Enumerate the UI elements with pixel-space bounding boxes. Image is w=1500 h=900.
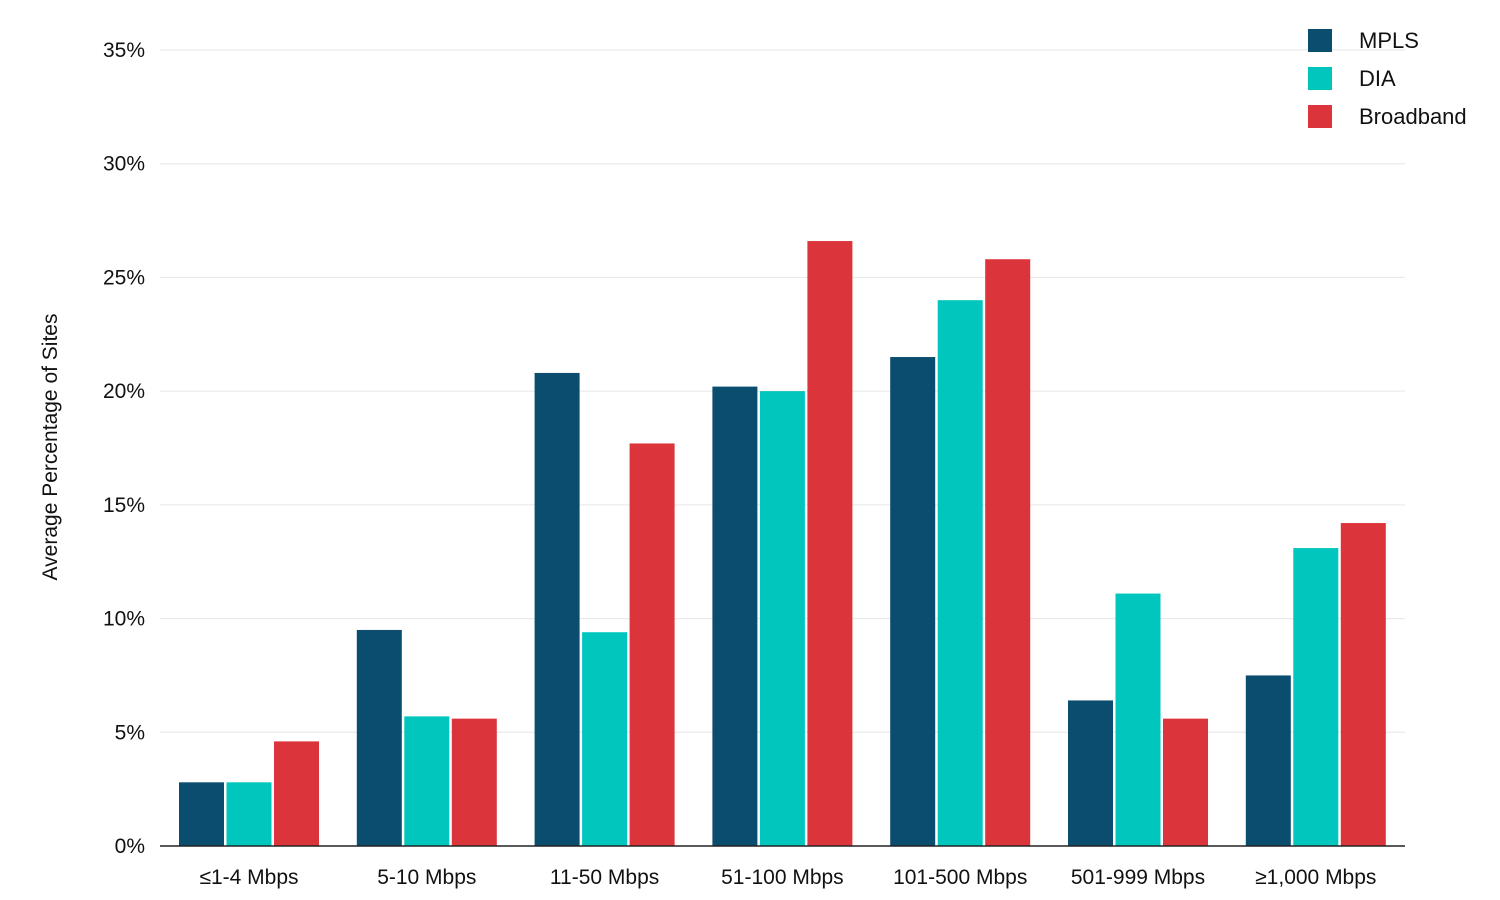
- bar-dia-6: [1293, 548, 1339, 846]
- bar-dia-1: [404, 716, 450, 846]
- bar-dia-3: [759, 391, 805, 846]
- bar-broadband-2: [629, 443, 675, 846]
- bar-mpls-4: [890, 357, 936, 846]
- bar-mpls-6: [1245, 675, 1291, 846]
- legend-label-broadband: Broadband: [1359, 104, 1467, 129]
- y-tick-label: 30%: [103, 153, 145, 176]
- x-tick-label: ≤1-4 Mbps: [199, 866, 298, 889]
- bar-broadband-4: [985, 259, 1031, 847]
- bar-broadband-0: [274, 741, 319, 846]
- y-axis-title: Average Percentage of Sites: [39, 314, 62, 581]
- x-tick-label: 101-500 Mbps: [893, 866, 1027, 889]
- legend-label-mpls: MPLS: [1359, 28, 1419, 53]
- bar-broadband-1: [451, 718, 497, 846]
- bar-mpls-1: [356, 629, 402, 846]
- bar-mpls-2: [534, 372, 580, 846]
- x-tick-labels: ≤1-4 Mbps 5-10 Mbps 11-50 Mbps 51-100 Mbps 1…: [199, 866, 1376, 889]
- y-tick-label: 15%: [103, 494, 145, 517]
- legend-swatch-mpls: [1308, 29, 1332, 52]
- bars: [179, 241, 1386, 847]
- bar-dia-4: [937, 300, 983, 847]
- bar-broadband-3: [807, 241, 853, 847]
- bar-mpls-5: [1068, 700, 1113, 846]
- y-tick-label: 0%: [115, 835, 145, 858]
- legend-swatch-broadband: [1308, 105, 1332, 128]
- y-tick-label: 20%: [103, 380, 145, 403]
- bar-mpls-0: [179, 782, 224, 846]
- y-tick-labels: 0% 5% 10% 15% 20% 25% 30% 35%: [103, 39, 145, 858]
- bar-dia-2: [582, 632, 628, 846]
- legend: MPLS DIA Broadband: [1308, 28, 1467, 129]
- bar-dia-0: [226, 782, 272, 846]
- x-tick-label: 11-50 Mbps: [550, 866, 659, 889]
- bar-broadband-6: [1340, 523, 1386, 846]
- y-tick-label: 5%: [115, 721, 145, 744]
- x-tick-label: ≥1,000 Mbps: [1255, 866, 1376, 889]
- bar-dia-5: [1115, 593, 1161, 846]
- bar-mpls-3: [712, 386, 758, 846]
- legend-label-dia: DIA: [1359, 66, 1396, 91]
- y-tick-label: 10%: [103, 608, 145, 631]
- x-tick-label: 5-10 Mbps: [377, 866, 476, 889]
- legend-swatch-dia: [1308, 67, 1332, 90]
- x-tick-label: 501-999 Mbps: [1071, 866, 1205, 889]
- x-tick-label: 51-100 Mbps: [721, 866, 844, 889]
- y-tick-label: 25%: [103, 266, 145, 289]
- bar-broadband-5: [1163, 718, 1208, 846]
- y-tick-label: 35%: [103, 39, 145, 62]
